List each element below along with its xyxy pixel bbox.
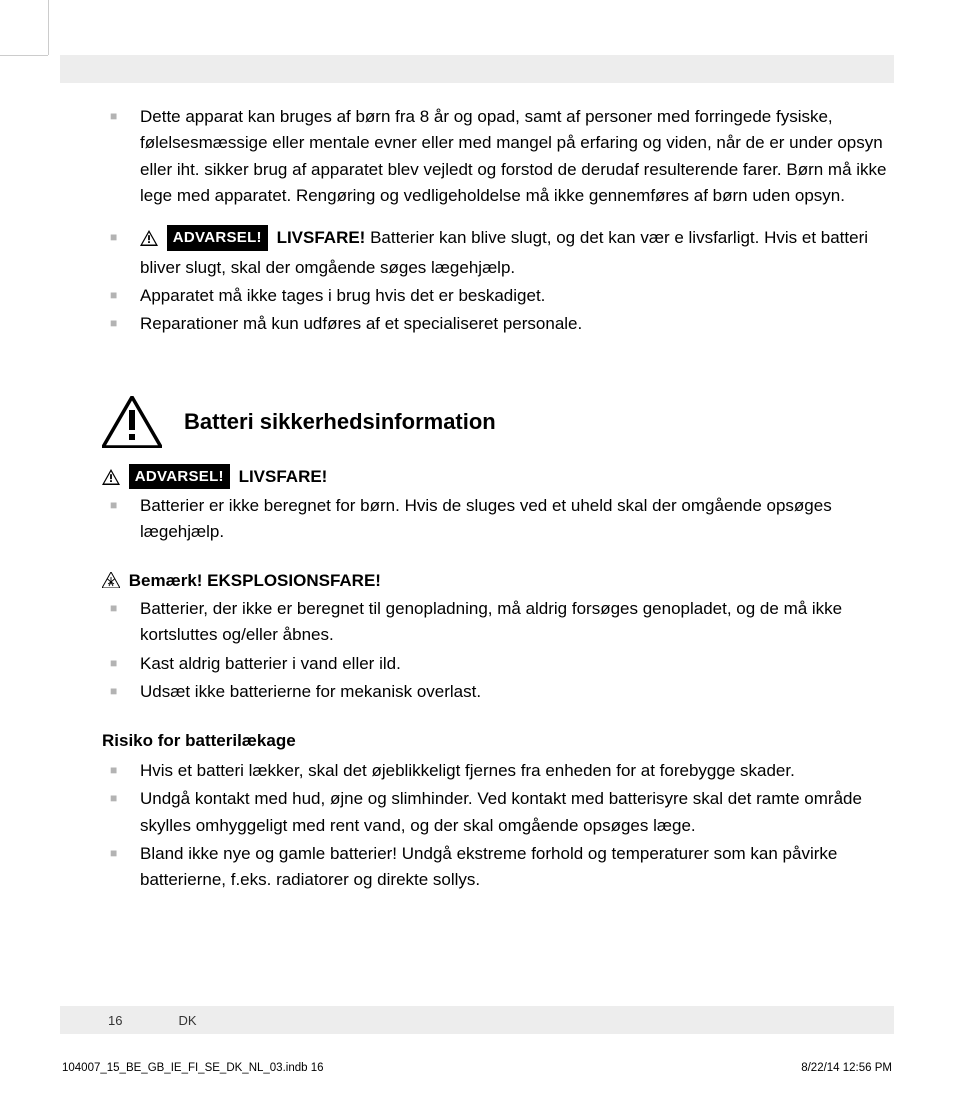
risiko-heading: Risiko for batterilækage (102, 728, 894, 754)
body-text: Reparationer må kun udføres af et specia… (140, 314, 582, 333)
body-text: Udsæt ikke batterierne for mekanisk over… (140, 682, 481, 701)
warning-triangle-icon (140, 228, 158, 254)
intro-list: Dette apparat kan bruges af børn fra 8 å… (110, 104, 894, 209)
advarsel-badge: ADVARSEL! (129, 464, 230, 489)
footer-bar: 16 DK (60, 1006, 894, 1034)
body-text: Hvis et batteri lækker, skal det øjeblik… (140, 761, 795, 780)
livsfare-label: LIVSFARE! (239, 467, 328, 486)
body-text: Kast aldrig batterier i vand eller ild. (140, 654, 401, 673)
livsfare-label: LIVSFARE! (277, 228, 366, 247)
list-item: Undgå kontakt med hud, øjne og slimhinde… (110, 786, 894, 839)
print-timestamp: 8/22/14 12:56 PM (801, 1062, 892, 1074)
list-item: ADVARSEL! LIVSFARE! Batterier kan blive … (110, 225, 894, 281)
crop-mark-vertical (48, 0, 49, 55)
header-bar (60, 55, 894, 83)
body-text: Batterier er ikke beregnet for børn. Hvi… (140, 496, 832, 541)
list-item: Batterier, der ikke er beregnet til geno… (110, 596, 894, 649)
bemark-heading: Bemærk! EKSPLOSIONSFARE! (102, 568, 894, 596)
warning-triangle-icon (102, 467, 120, 493)
explosion-triangle-icon (102, 570, 120, 596)
page-content: Dette apparat kan bruges af børn fra 8 å… (110, 104, 894, 896)
explosion-list: Batterier, der ikke er beregnet til geno… (110, 596, 894, 705)
warning-list: ADVARSEL! LIVSFARE! Batterier kan blive … (110, 225, 894, 337)
page-number: 16 (108, 1013, 122, 1028)
section-heading: Batteri sikkerhedsinformation (102, 396, 894, 448)
risk-list: Hvis et batteri lækker, skal det øjeblik… (110, 758, 894, 894)
list-item: Kast aldrig batterier i vand eller ild. (110, 651, 894, 677)
body-text: Dette apparat kan bruges af børn fra 8 å… (140, 107, 887, 205)
section-title: Batteri sikkerhedsinformation (184, 405, 496, 439)
list-item: Reparationer må kun udføres af et specia… (110, 311, 894, 337)
crop-mark-horizontal (0, 55, 48, 56)
print-metadata: 104007_15_BE_GB_IE_FI_SE_DK_NL_03.indb 1… (62, 1062, 892, 1074)
advarsel-badge: ADVARSEL! (167, 225, 268, 250)
body-text: Batterier, der ikke er beregnet til geno… (140, 599, 842, 644)
list-item: Apparatet må ikke tages i brug hvis det … (110, 283, 894, 309)
bemark-label: Bemærk! EKSPLOSIONSFARE! (129, 571, 381, 590)
list-item: Batterier er ikke beregnet for børn. Hvi… (110, 493, 894, 546)
warning-triangle-icon (102, 396, 162, 448)
livsfare-heading: ADVARSEL! LIVSFARE! (102, 464, 894, 493)
language-code: DK (178, 1013, 196, 1028)
list-item: Hvis et batteri lækker, skal det øjeblik… (110, 758, 894, 784)
list-item: Udsæt ikke batterierne for mekanisk over… (110, 679, 894, 705)
list-item: Dette apparat kan bruges af børn fra 8 å… (110, 104, 894, 209)
body-text: Undgå kontakt med hud, øjne og slimhinde… (140, 789, 862, 834)
body-text: Bland ikke nye og gamle batterier! Undgå… (140, 844, 837, 889)
list-item: Bland ikke nye og gamle batterier! Undgå… (110, 841, 894, 894)
body-text: Apparatet må ikke tages i brug hvis det … (140, 286, 545, 305)
battery-livsfare-list: Batterier er ikke beregnet for børn. Hvi… (110, 493, 894, 546)
print-filename: 104007_15_BE_GB_IE_FI_SE_DK_NL_03.indb 1… (62, 1062, 324, 1074)
